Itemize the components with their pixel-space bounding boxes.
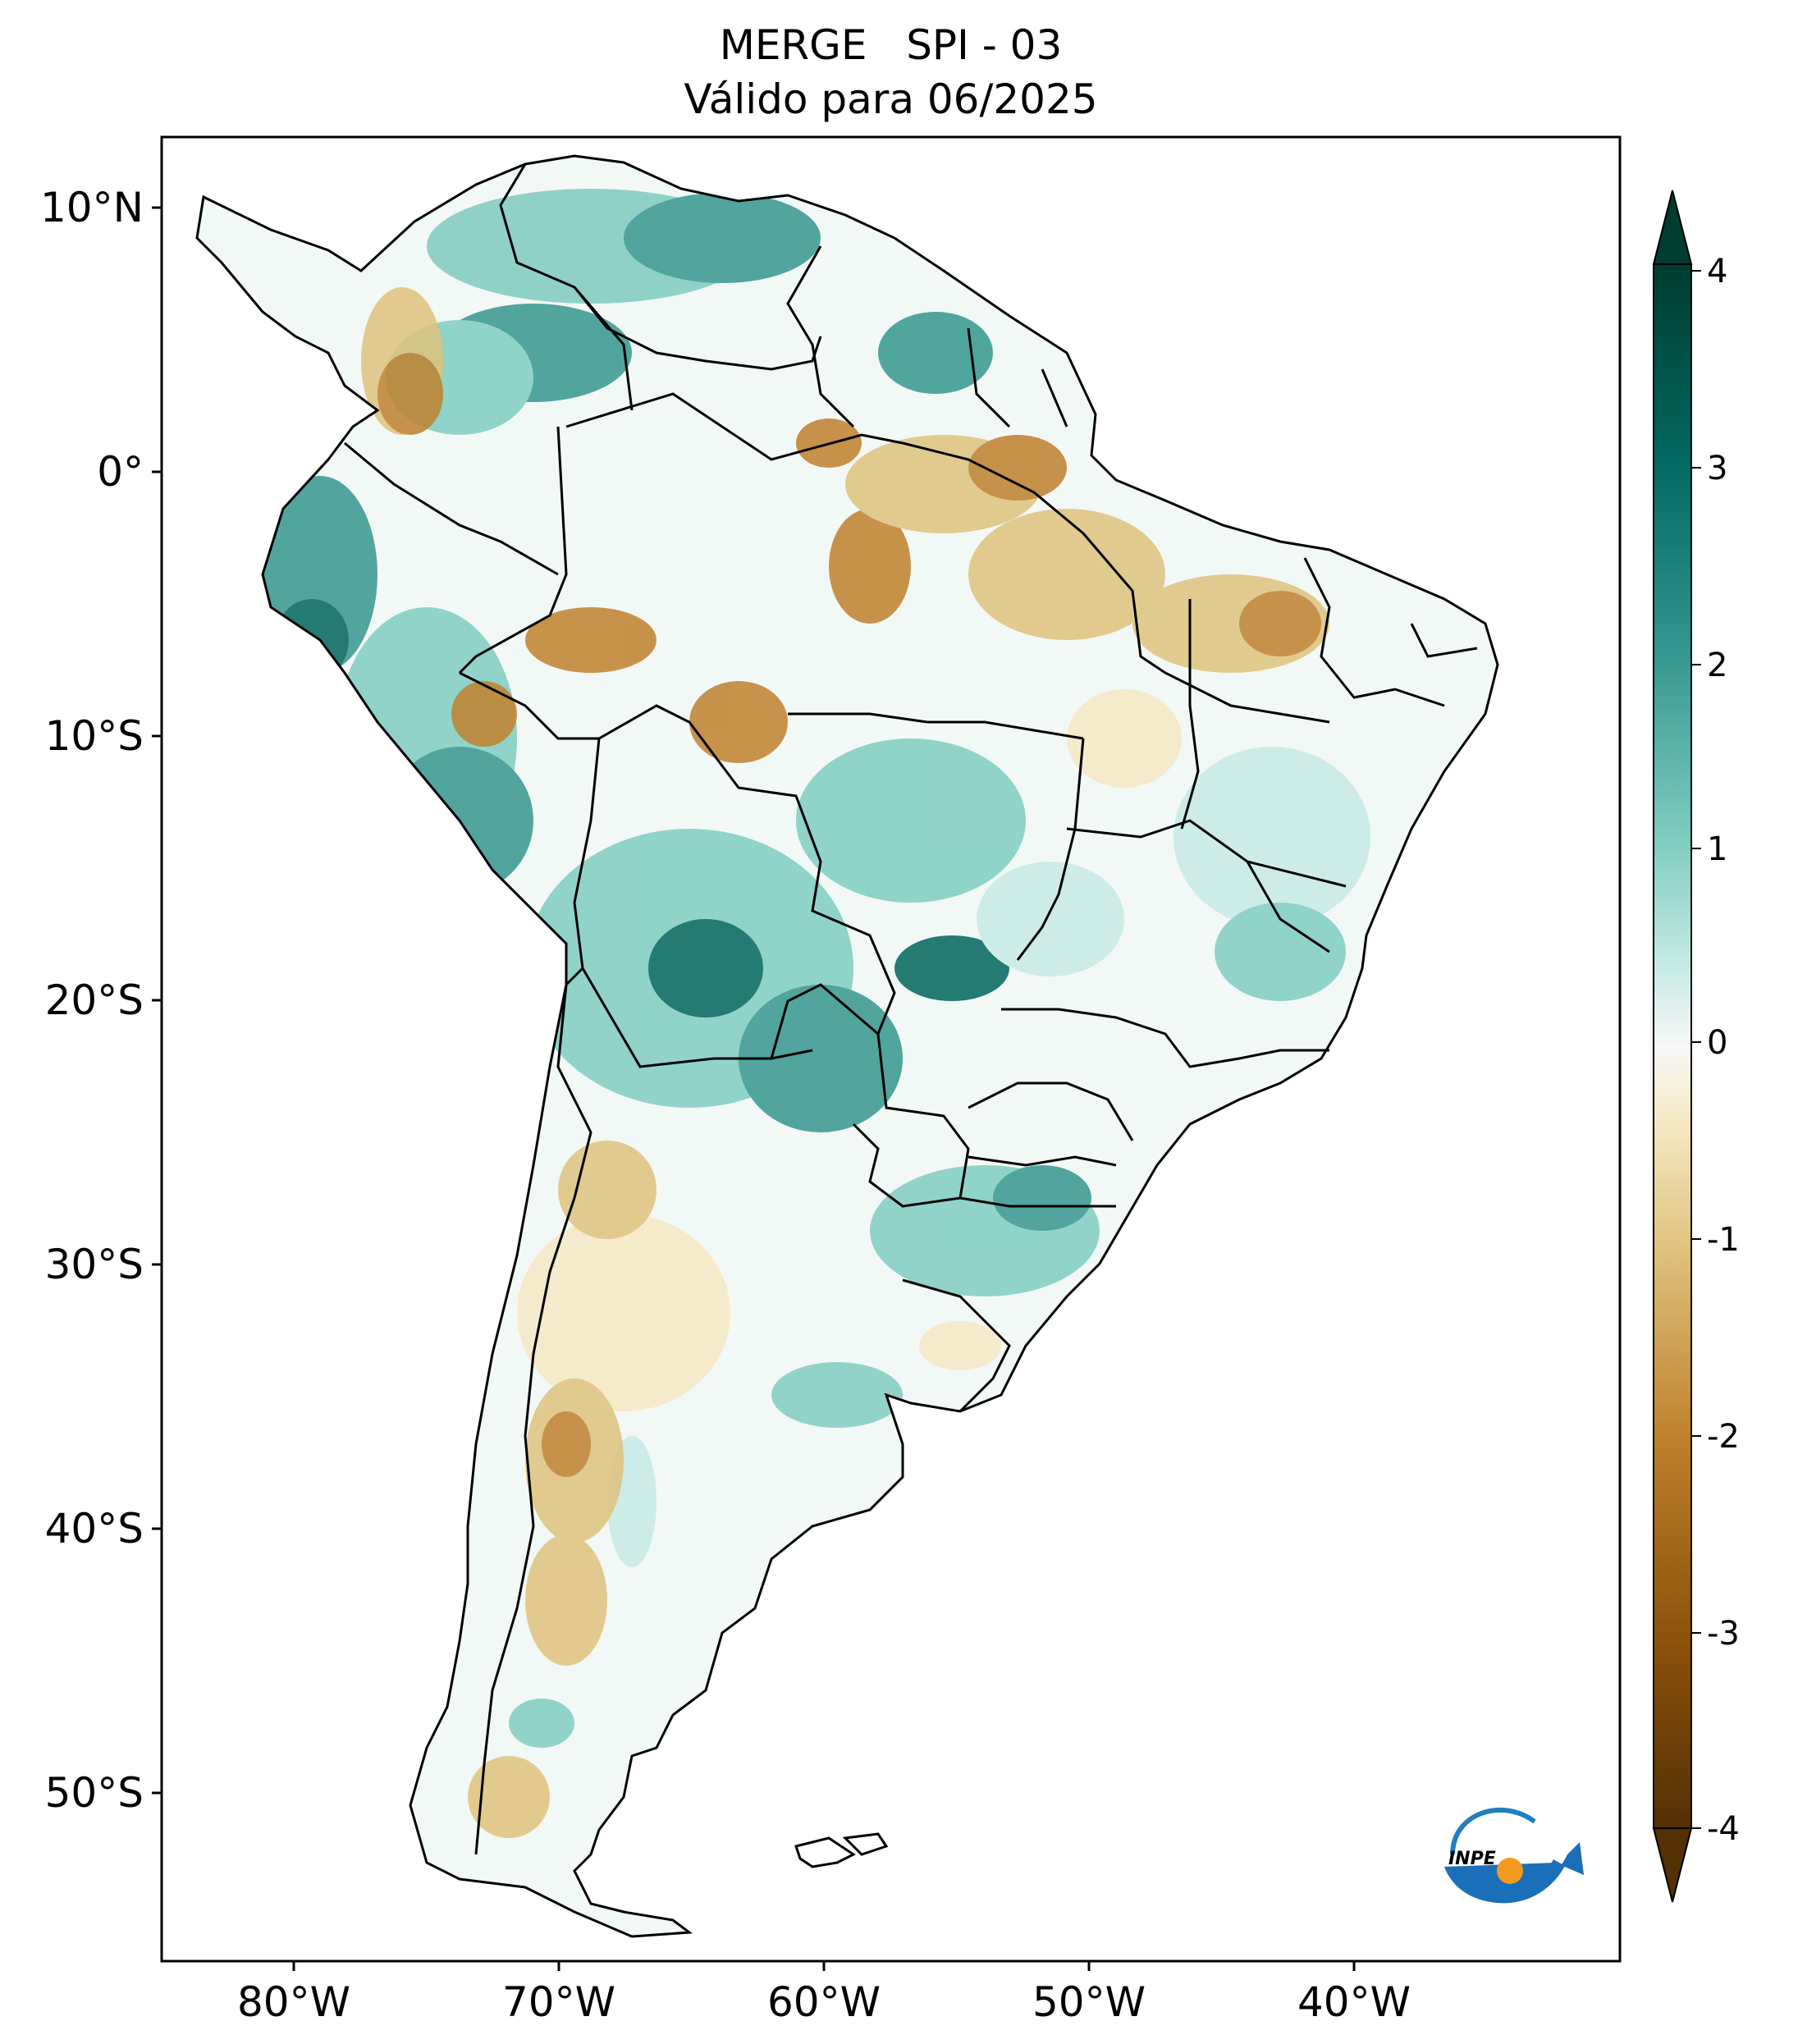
lat-tick-label: 50°S — [45, 1769, 144, 1817]
inpe-logo: INPE — [1444, 1807, 1584, 1904]
map-subtitle: Válido para 06/2025 — [684, 75, 1098, 123]
colorbar-tick-label: -3 — [1707, 1615, 1740, 1653]
lon-tick: 40°W — [1297, 1961, 1411, 2026]
lat-tick: 30°S — [45, 1241, 162, 1288]
lon-tick: 60°W — [767, 1961, 881, 2026]
lat-tick-label: 0° — [97, 448, 144, 496]
colorbar-tick: -3 — [1691, 1615, 1740, 1653]
lat-tick: 40°S — [45, 1505, 162, 1552]
lon-tick-label: 80°W — [237, 1978, 350, 2026]
colorbar-tick: -2 — [1691, 1418, 1740, 1456]
lat-tick: 50°S — [45, 1769, 162, 1817]
lat-tick-label: 40°S — [45, 1505, 144, 1552]
colorbar-tick: 2 — [1691, 647, 1727, 684]
colorbar-top-extension — [1652, 190, 1693, 265]
lat-tick: 10°N — [40, 184, 162, 231]
lon-tick-label: 50°W — [1032, 1978, 1146, 2026]
lon-tick: 80°W — [237, 1961, 350, 2026]
colorbar-tick-label: -2 — [1707, 1418, 1740, 1456]
lat-tick: 0° — [97, 448, 162, 496]
colorbar-tick-label: 4 — [1707, 253, 1727, 290]
colorbar: 4 3 2 1 0 -1 -2 -3 -4 — [1652, 190, 1740, 1903]
logo-text: INPE — [1448, 1849, 1496, 1869]
colorbar-tick: 3 — [1691, 450, 1727, 487]
colorbar-tick: 4 — [1691, 253, 1727, 290]
colorbar-body — [1653, 263, 1692, 1829]
colorbar-tick-label: 3 — [1707, 450, 1727, 487]
colorbar-tick-label: 2 — [1707, 647, 1727, 684]
lat-tick-label: 30°S — [45, 1241, 144, 1288]
lon-tick-label: 70°W — [502, 1978, 615, 2026]
lon-tick: 50°W — [1032, 1961, 1146, 2026]
colorbar-tick-label: 0 — [1707, 1024, 1727, 1062]
lon-tick-label: 40°W — [1297, 1978, 1411, 2026]
lat-tick-label: 10°S — [45, 712, 144, 760]
colorbar-tick: -1 — [1691, 1221, 1740, 1259]
lat-tick: 10°S — [45, 712, 162, 760]
colorbar-tick-label: -4 — [1707, 1810, 1740, 1848]
lat-axis: 10°N 0° 10°S 20°S 30°S 40°S 50°S — [40, 184, 162, 1817]
map-title: MERGE SPI - 03 — [719, 21, 1063, 69]
lon-tick-label: 60°W — [767, 1978, 881, 2026]
colorbar-tick-label: 1 — [1707, 830, 1727, 868]
lon-tick: 70°W — [502, 1961, 615, 2026]
colorbar-tick-label: -1 — [1707, 1221, 1740, 1259]
lat-tick-label: 10°N — [40, 184, 144, 231]
lat-tick-label: 20°S — [45, 976, 144, 1024]
colorbar-tick: 0 — [1691, 1024, 1727, 1062]
lat-tick: 20°S — [45, 976, 162, 1024]
country-borders — [195, 154, 1499, 1938]
colorbar-tick: -4 — [1691, 1810, 1740, 1848]
lon-axis: 80°W 70°W 60°W 50°W 40°W — [237, 1961, 1411, 2026]
colorbar-bottom-extension — [1652, 1827, 1693, 1903]
colorbar-tick: 1 — [1691, 830, 1727, 868]
